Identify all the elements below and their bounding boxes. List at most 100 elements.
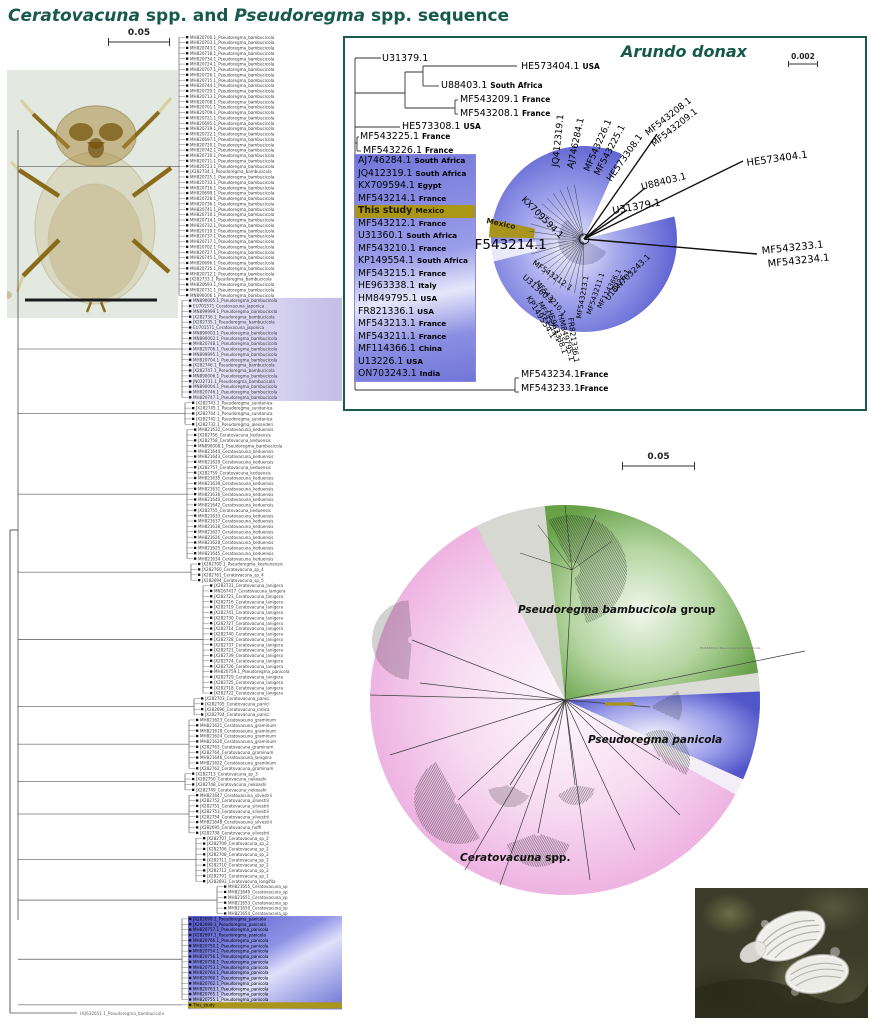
main-phylogenetic-tree: HQ632651.1_Pseudoregma_bambucicola MH8207… xyxy=(9,35,342,1016)
taxon-label: JX282741_Ceratovacuna_lanigera xyxy=(213,610,283,615)
tip-marker xyxy=(203,853,206,856)
scale-bar-line xyxy=(108,38,170,46)
tip-marker xyxy=(186,181,189,184)
taxon-label: MH821627_Ceratovacuna_keduensis xyxy=(198,529,273,534)
tip-marker xyxy=(186,138,189,141)
taxon-label: MN890006.1_Pseudoregma_bambucicola xyxy=(190,293,275,298)
tip-marker xyxy=(186,277,189,281)
taxon-label: MH820732.1_Pseudoregma_bambucicola xyxy=(190,223,275,228)
tip-marker xyxy=(189,358,192,361)
tip-marker xyxy=(194,460,197,464)
tip-marker xyxy=(224,896,227,899)
taxon-label: JX282734.1_Pseudoregma_bambucicola xyxy=(189,169,272,174)
tip-marker xyxy=(224,912,227,915)
taxon-label: MH820709.1_Pseudoregma_bambucicola xyxy=(190,110,275,115)
tip-marker xyxy=(198,562,201,566)
tip-marker xyxy=(186,95,189,98)
tip-marker xyxy=(189,304,192,308)
tip-marker xyxy=(189,928,192,931)
figure-title: Ceratovacuna spp. and Pseudoregma spp. s… xyxy=(8,6,510,26)
taxon-label: JX282708_Ceratovacuna_sp_2 xyxy=(206,852,269,857)
tip-marker xyxy=(196,820,199,824)
tip-marker xyxy=(194,503,197,507)
taxon-label: MH820750.1_Pseudoregma_panicola xyxy=(193,943,269,948)
unrooted-radial-tree: HQ632651.1 Pseudoregma bambucicola Pseudo… xyxy=(369,504,806,895)
tip-marker xyxy=(210,691,213,695)
scale-bar-line xyxy=(788,61,818,67)
tip-marker xyxy=(186,73,189,76)
dense-clade-fan xyxy=(652,691,682,721)
taxon-label: MH821621_Ceratovacuna_graminum xyxy=(200,723,276,728)
taxon-label: MH820748.1_Pseudoregma_bambucicola xyxy=(193,341,278,346)
inset-taxon-label: MF543233.1France xyxy=(521,383,609,394)
tip-marker xyxy=(186,283,189,286)
taxon-label: MH821642_Ceratovacuna_keduensis xyxy=(198,503,273,508)
taxon-label: JX282693_Ceratovacuna_longifila xyxy=(206,879,276,884)
taxon-label: MN890002.1_Pseudoregma_bambucicola xyxy=(193,336,278,341)
tip-marker xyxy=(194,498,197,501)
tip-marker xyxy=(196,804,199,808)
tip-marker xyxy=(189,982,192,985)
taxon-label: MH820708.1_Pseudoregma_bambucicola xyxy=(190,99,275,104)
taxon-label: MH820710.1_Pseudoregma_bambucicola xyxy=(190,212,275,217)
tip-marker xyxy=(192,777,195,781)
taxon-label: JX282764_Ceratovacuna_graminum xyxy=(199,750,273,755)
tip-marker xyxy=(186,143,189,146)
tip-marker xyxy=(189,353,192,356)
taxon-label: MH821648_Ceratovacuna_silvestrii xyxy=(200,820,272,825)
taxon-label: JX282756_Ceratovacuna_keduensis xyxy=(197,433,271,438)
taxon-label: MH820723.1_Pseudoregma_bambucicola xyxy=(190,164,275,169)
taxon-label: MH820763.1_Pseudoregma_panicola xyxy=(193,986,269,991)
dense-clade-fan xyxy=(548,515,627,624)
inset-list-row: MF543210.1 France xyxy=(358,242,447,254)
tip-marker xyxy=(189,998,192,1001)
inset-list-row: HE963338.1 Italy xyxy=(358,280,437,292)
tip-marker xyxy=(203,863,206,867)
tip-marker xyxy=(186,84,189,87)
fan-dense-core xyxy=(557,219,607,265)
taxon-label: MH821636_Ceratovacuna_keduensis xyxy=(198,492,273,497)
inset-taxon-label: U88403.1 South Africa xyxy=(441,80,543,91)
inset-taxon-label: MF543226.1 France xyxy=(363,145,454,156)
taxon-label: MH820702.1_Pseudoregma_bambucicola xyxy=(190,244,275,249)
tip-marker xyxy=(186,251,189,254)
taxon-label: JX282736.1_Pseudoregma_bambucicola xyxy=(192,314,275,319)
taxon-label: MH820700.1_Pseudoregma_bambucicola xyxy=(190,35,275,40)
tip-marker xyxy=(210,627,213,630)
taxon-label: MH821653_Ceratovacuna_sp xyxy=(228,900,288,905)
tip-marker xyxy=(194,509,197,512)
taxon-label: JX282729_Ceratovacuna_lanigera xyxy=(213,675,283,680)
taxon-label: JX282719_Ceratovacuna_lanigera xyxy=(213,605,283,610)
taxon-label: MH821626_Ceratovacuna_keduensis xyxy=(198,535,273,540)
tip-marker xyxy=(186,240,189,243)
tip-marker xyxy=(196,734,199,738)
taxon-label: MH821624_Ceratovacuna_graminum xyxy=(200,734,276,739)
taxon-label: MH820718.1_Pseudoregma_bambucicola xyxy=(190,51,275,56)
taxon-label: MH820727.1_Pseudoregma_bambucicola xyxy=(190,250,275,255)
taxon-label: MH821632_Ceratovacuna_keduensis xyxy=(198,427,273,432)
outgroup-label: HQ632651.1_Pseudoregma_bambucicola xyxy=(80,1011,164,1016)
inset-scale-bar: 0.002 xyxy=(788,52,818,67)
taxon-label: JX282703_Ceratovacuna_panici xyxy=(204,696,270,701)
taxon-label: JX282726_Ceratovacuna_lanigera xyxy=(213,664,283,669)
taxon-label: JX282721_Ceratovacuna_lanigera xyxy=(213,648,283,653)
taxon-label: MH820746.1_Pseudoregma_bambucicola xyxy=(193,390,278,395)
tip-marker xyxy=(186,186,189,189)
inset-list-row: MF543211.1 France xyxy=(358,330,447,342)
tip-marker xyxy=(186,294,189,297)
taxon-label: MH820719.1_Pseudoregma_bambucicola xyxy=(190,228,275,233)
inset-list-row: MF543213.1 France xyxy=(358,318,447,330)
taxon-label: MN899999.1_Pseudoregma_bambucicola xyxy=(193,309,278,314)
taxon-label: MH821649_Ceratovacuna_sp xyxy=(228,890,288,895)
taxon-label: MH821635_Ceratovacuna_keduensis xyxy=(198,476,273,481)
tip-marker xyxy=(189,987,192,990)
tip-marker xyxy=(186,261,189,265)
lavender-highlight-box xyxy=(188,297,342,401)
tip-marker xyxy=(194,519,197,523)
inset-list-row: AJ746284.1 South Africa xyxy=(358,155,466,166)
taxon-label: MH820760.1_Pseudoregma_panicola xyxy=(193,976,269,981)
taxon-label: MH821637_Ceratovacuna_keduensis xyxy=(198,519,273,524)
tip-marker xyxy=(194,557,197,560)
tip-marker xyxy=(196,751,199,754)
